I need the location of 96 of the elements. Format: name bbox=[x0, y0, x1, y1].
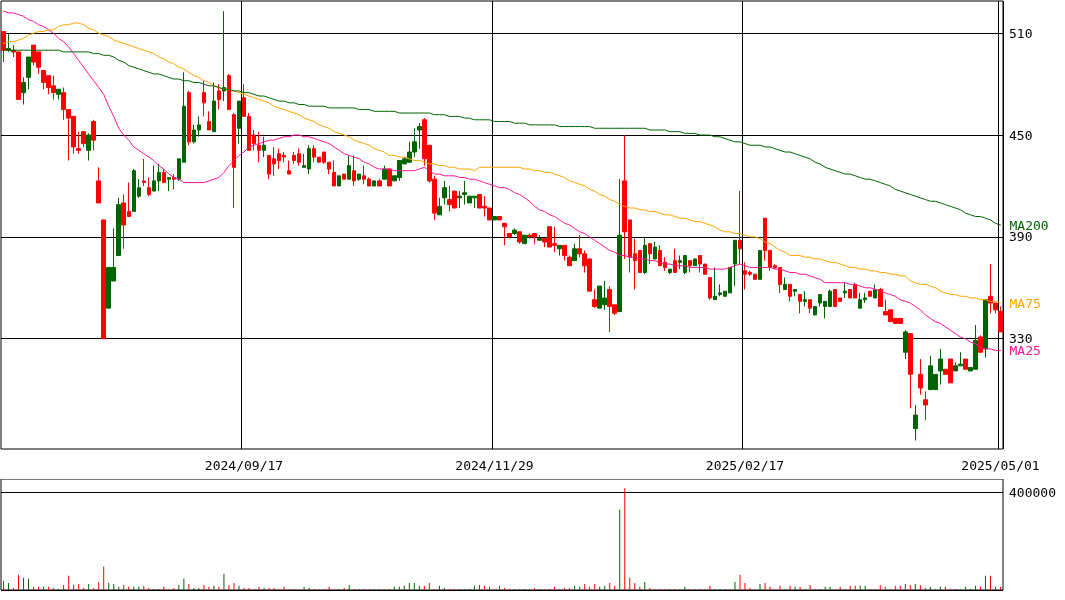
candlestick bbox=[96, 166, 101, 204]
candlestick bbox=[938, 348, 943, 386]
candlestick bbox=[497, 216, 502, 221]
candlestick bbox=[798, 294, 802, 314]
candlestick bbox=[357, 173, 361, 182]
candlestick bbox=[21, 76, 26, 106]
y-tick-label: 400000 bbox=[1009, 484, 1056, 500]
candlestick bbox=[783, 277, 787, 290]
candlestick bbox=[237, 100, 241, 145]
candlestick bbox=[758, 249, 762, 280]
candlestick bbox=[733, 239, 737, 287]
x-tick-label: 2025/05/01 bbox=[961, 458, 1040, 473]
candlestick bbox=[372, 180, 376, 187]
candlestick bbox=[803, 290, 807, 307]
candlestick bbox=[352, 154, 356, 187]
candlestick bbox=[808, 299, 812, 314]
candlestick bbox=[738, 190, 742, 265]
x-tick-label: 2024/11/29 bbox=[455, 458, 534, 473]
candlestick bbox=[592, 288, 597, 309]
candlestick bbox=[116, 197, 121, 257]
candlestick bbox=[26, 56, 31, 90]
candlestick bbox=[918, 358, 923, 396]
candlestick bbox=[332, 160, 336, 187]
candlestick bbox=[693, 258, 697, 267]
candlestick bbox=[963, 358, 968, 370]
candlestick bbox=[91, 119, 96, 151]
candlestick bbox=[437, 197, 442, 216]
line-series bbox=[3, 10, 1001, 352]
candlestick bbox=[813, 305, 817, 316]
candlestick bbox=[492, 216, 497, 221]
candlestick bbox=[668, 268, 672, 275]
candlestick bbox=[648, 243, 652, 265]
candlestick bbox=[377, 178, 382, 187]
candlestick bbox=[86, 132, 91, 162]
candlestick bbox=[167, 176, 171, 192]
candlestick bbox=[617, 178, 622, 313]
candlestick bbox=[417, 122, 422, 150]
candlestick bbox=[342, 173, 346, 180]
candlestick bbox=[1, 31, 6, 63]
y-tick-label: 510 bbox=[1009, 25, 1033, 41]
candlestick bbox=[212, 81, 216, 133]
candlestick bbox=[788, 283, 792, 302]
candlestick bbox=[507, 232, 512, 240]
candlestick bbox=[287, 160, 291, 175]
candlestick bbox=[187, 90, 191, 146]
candlestick bbox=[262, 136, 266, 158]
line-series bbox=[3, 22, 1001, 304]
candlestick bbox=[537, 234, 542, 241]
candlestick bbox=[162, 168, 166, 184]
candlestick bbox=[868, 290, 872, 297]
candlestick bbox=[983, 299, 988, 358]
candlestick bbox=[202, 80, 206, 117]
candlestick bbox=[81, 131, 86, 148]
candlestick bbox=[557, 244, 562, 257]
candlestick bbox=[217, 83, 221, 111]
candlestick bbox=[643, 236, 647, 275]
candlestick bbox=[998, 305, 1003, 333]
x-tick-label: 2024/09/17 bbox=[204, 458, 284, 473]
candlestick bbox=[76, 131, 81, 155]
candlestick bbox=[142, 158, 146, 187]
candlestick bbox=[207, 110, 211, 131]
candlestick bbox=[101, 219, 106, 340]
candlestick bbox=[502, 222, 507, 246]
candlestick bbox=[843, 282, 847, 299]
y-tick-label: 450 bbox=[1009, 127, 1033, 143]
candlestick bbox=[147, 176, 151, 197]
candlestick bbox=[387, 168, 392, 187]
x-tick-label: 2025/02/17 bbox=[705, 458, 785, 473]
candlestick bbox=[572, 243, 577, 262]
candlestick bbox=[512, 227, 517, 236]
candlestick bbox=[522, 234, 527, 245]
candlestick bbox=[457, 190, 462, 209]
candlestick bbox=[567, 255, 572, 267]
candlestick bbox=[878, 287, 883, 307]
candlestick bbox=[56, 88, 61, 100]
candlestick bbox=[708, 277, 712, 301]
candlestick bbox=[337, 175, 341, 187]
series-label: MA75 bbox=[1009, 295, 1041, 311]
candlestick bbox=[923, 390, 928, 421]
candlestick bbox=[713, 266, 717, 301]
candlestick bbox=[653, 241, 657, 260]
candlestick bbox=[908, 333, 913, 409]
candlestick bbox=[347, 154, 351, 180]
candlestick bbox=[382, 165, 387, 180]
candlestick bbox=[517, 231, 522, 245]
candlestick bbox=[462, 180, 467, 206]
candlestick bbox=[232, 112, 236, 209]
candlestick bbox=[562, 244, 567, 262]
candlestick bbox=[793, 288, 797, 297]
candlestick bbox=[227, 73, 231, 111]
candlestick bbox=[688, 260, 692, 274]
candlestick bbox=[673, 248, 677, 274]
candlestick bbox=[257, 131, 261, 163]
candlestick bbox=[442, 180, 447, 206]
candlestick bbox=[913, 404, 918, 442]
candlestick bbox=[903, 329, 908, 360]
